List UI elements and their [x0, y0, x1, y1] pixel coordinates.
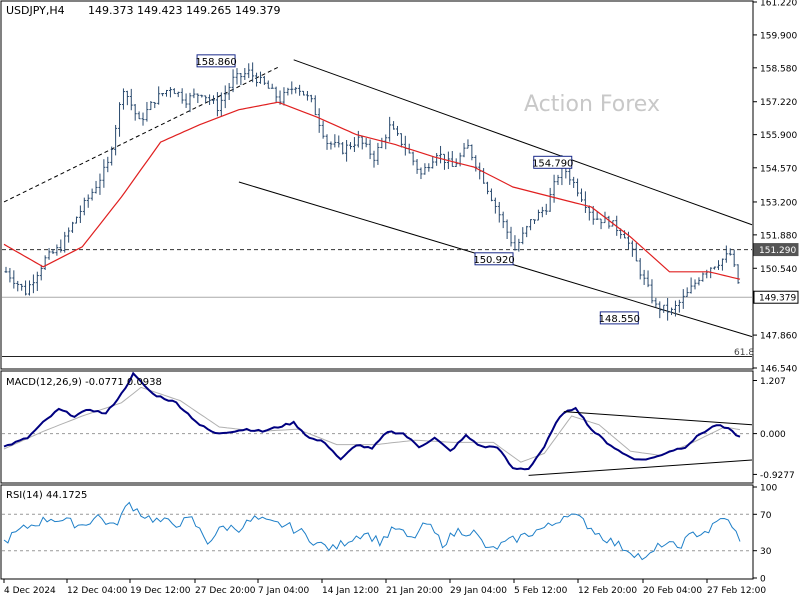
- price-annotation-box: [196, 54, 236, 68]
- rsi-panel: RSI(14) 44.1725: [0, 484, 754, 580]
- y-tick-label: 157.220: [760, 98, 797, 108]
- x-tick-label: 19 Dec 12:00: [130, 586, 191, 596]
- x-tick-label: 29 Jan 04:00: [450, 586, 507, 596]
- x-tick-label: 4 Dec 2024: [4, 586, 56, 596]
- price-annotation-box: [533, 155, 573, 169]
- price-annotation-154.790: 154.790: [532, 158, 573, 169]
- x-tick-label: 20 Feb 04:00: [643, 586, 702, 596]
- y-tick-label: 154.570: [760, 164, 797, 174]
- price-annotation-158.860: 158.860: [195, 57, 236, 68]
- macd-label: MACD(12,26,9) -0.0771 0.0938: [6, 377, 162, 388]
- x-tick-label: 14 Jan 12:00: [322, 586, 379, 596]
- resistance-tag: [753, 243, 799, 257]
- x-tick-label: 5 Feb 12:00: [514, 586, 568, 596]
- rsi-panel-border: [0, 484, 754, 580]
- x-tick-label: 27 Feb 12:00: [707, 586, 766, 596]
- x-tick-label: 21 Jan 20:00: [386, 586, 443, 596]
- y-tick-label: 159.900: [760, 31, 797, 41]
- y-tick-label: 153.200: [760, 198, 797, 208]
- macd-panel-border: [0, 370, 754, 484]
- rsi-y-tick-label: 30: [760, 547, 772, 557]
- channel-upper-line: [293, 59, 753, 226]
- rsi-y-tick-label: 100: [760, 484, 777, 494]
- y-tick-label: 150.540: [760, 265, 797, 275]
- macd-y-tick-label: -0.9277: [760, 471, 795, 481]
- support-trendline: [3, 66, 279, 203]
- macd-y-tick-label: 0.000: [760, 430, 786, 440]
- macd-line: [3, 371, 741, 471]
- macd-trendline-0: [563, 411, 753, 426]
- y-tick-label: 151.880: [760, 231, 797, 241]
- main-panel: Action Forex 158.860 154.790 150.920 148.55…: [0, 0, 754, 370]
- x-tick-label: 12 Feb 20:00: [578, 586, 637, 596]
- price-annotation-148.550: 148.550: [599, 314, 640, 325]
- macd-signal-line: [3, 386, 741, 463]
- y-tick-label: 161.220: [760, 0, 797, 9]
- rsi-label: RSI(14) 44.1725: [6, 490, 87, 501]
- x-tick-label: 7 Jan 04:00: [258, 586, 310, 596]
- macd-panel: MACD(12,26,9) -0.0771 0.0938: [0, 370, 754, 484]
- fib-label: 61.8: [734, 348, 754, 358]
- rsi-y-tick-label: 0: [760, 575, 766, 585]
- macd-y-tick-label: 1.207: [760, 377, 786, 387]
- price-annotation-150.920: 150.920: [473, 255, 514, 266]
- y-tick-label: 147.860: [760, 332, 797, 342]
- y-tick-label: 158.580: [760, 64, 797, 74]
- last-price-tag: [753, 290, 799, 304]
- last-price-tag-label: 149.379: [759, 294, 796, 304]
- rsi-y-tick-label: 70: [760, 511, 772, 521]
- moving-average-line: [3, 101, 741, 280]
- x-tick-label: 12 Dec 04:00: [67, 586, 128, 596]
- x-tick-label: 27 Dec 20:00: [195, 586, 256, 596]
- axes: 161.220 159.900 158.580 157.220 155.900 154.5…: [3, 0, 799, 596]
- main-panel-border: [0, 0, 754, 370]
- y-tick-label: 146.540: [760, 365, 797, 375]
- y-tick-label: 155.900: [760, 131, 797, 141]
- symbol-label: USDJPY,H4: [6, 4, 65, 17]
- resistance-tag-label: 151.290: [759, 246, 796, 256]
- ohlc-label: 149.373 149.423 149.265 149.379: [88, 4, 280, 17]
- price-annotation-box: [599, 311, 639, 325]
- watermark: Action Forex: [524, 92, 660, 117]
- macd-trendline-1: [528, 459, 753, 476]
- price-annotation-box: [474, 252, 514, 266]
- rsi-line: [3, 501, 741, 561]
